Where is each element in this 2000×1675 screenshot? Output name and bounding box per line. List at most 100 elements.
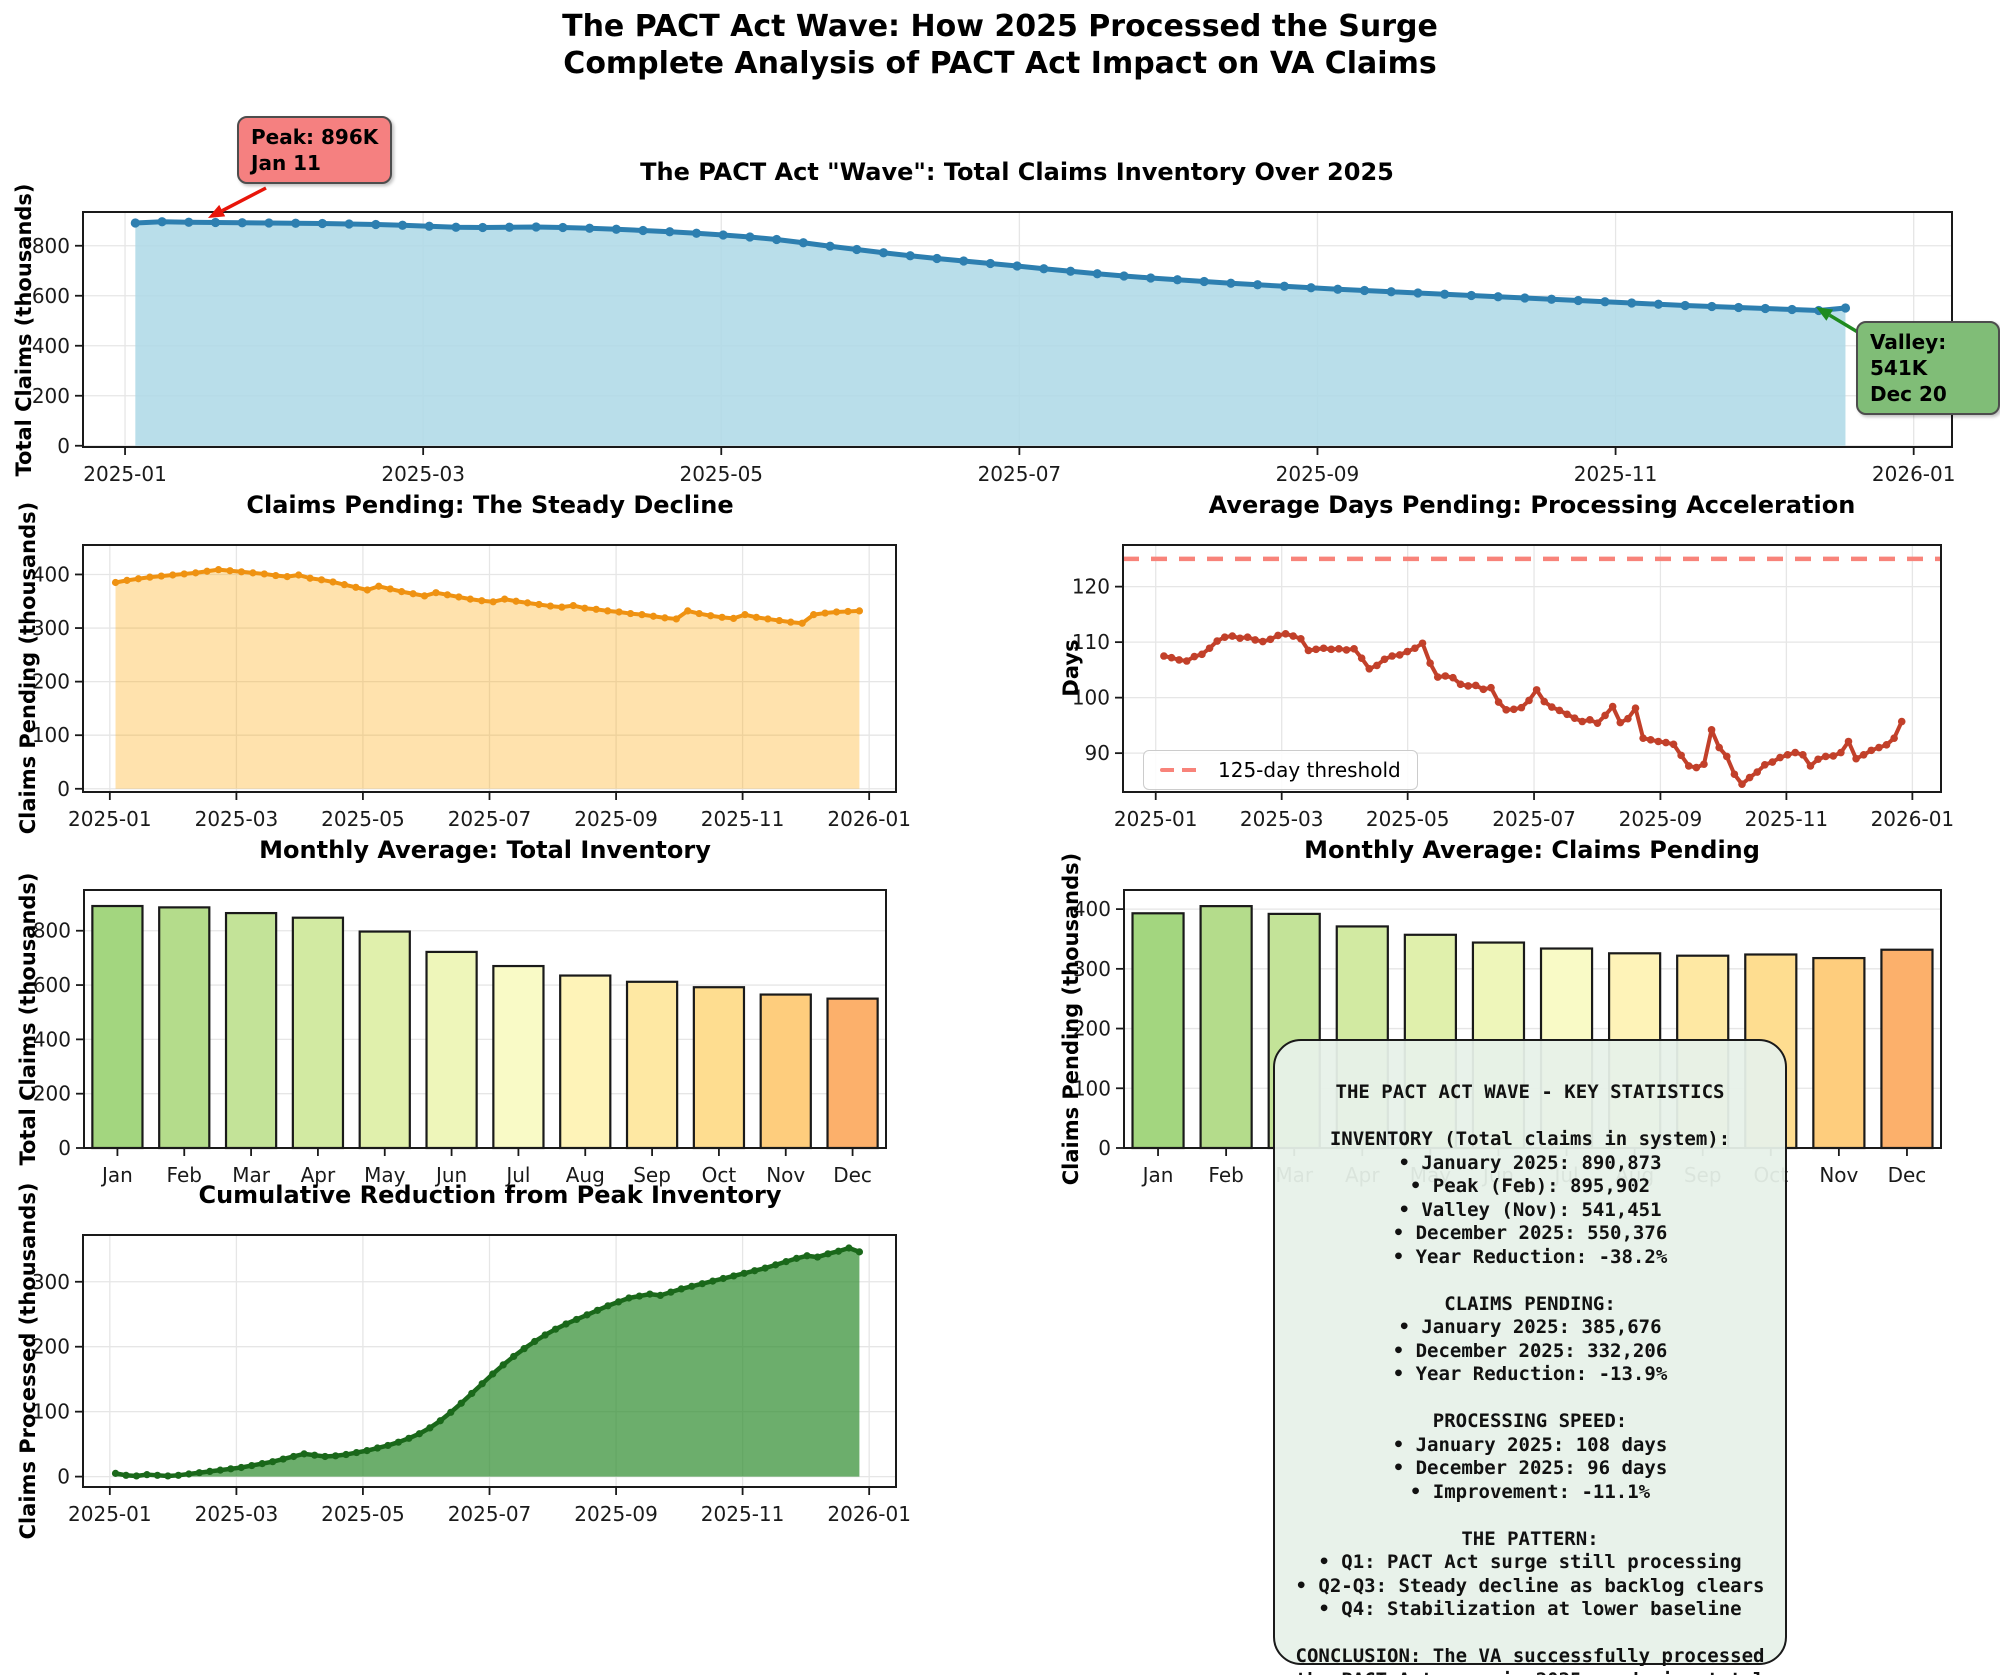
dashed-line-icon: [1160, 767, 1204, 773]
svg-text:May: May: [364, 1163, 406, 1187]
bar-oct: [692, 986, 746, 1150]
chart-title-days-pending: Average Days Pending: Processing Acceler…: [1208, 491, 1856, 519]
peak-annotation-line1: Peak: 896K: [251, 125, 379, 149]
svg-text:2025-11: 2025-11: [1574, 462, 1658, 486]
svg-text:2025-11: 2025-11: [701, 807, 785, 831]
svg-text:2025-07: 2025-07: [448, 807, 532, 831]
valley-annotation-line1: Valley: 541K: [1870, 330, 1947, 380]
chart-title-monthly-pending: Monthly Average: Claims Pending: [1304, 836, 1760, 864]
svg-text:2025-05: 2025-05: [321, 1502, 405, 1526]
svg-text:2025-09: 2025-09: [1619, 807, 1703, 831]
svg-text:400: 400: [1073, 897, 1111, 921]
chart-title-inventory-wave: The PACT Act "Wave": Total Claims Invent…: [640, 158, 1394, 186]
svg-text:2025-09: 2025-09: [574, 807, 658, 831]
chart-days_pending: 2025-01 2025-03 2025-05 2025-07 2025-09 2025-…: [1072, 544, 1955, 831]
svg-text:2026-01: 2026-01: [1871, 807, 1955, 831]
svg-text:400: 400: [32, 334, 70, 358]
svg-text:Jun: Jun: [434, 1163, 467, 1187]
svg-text:Mar: Mar: [232, 1163, 271, 1187]
svg-text:2025-09: 2025-09: [574, 1502, 658, 1526]
bar-jan: [91, 904, 144, 1150]
svg-text:Nov: Nov: [1819, 1163, 1858, 1187]
svg-text:400: 400: [33, 1027, 71, 1051]
svg-text:2025-09: 2025-09: [1276, 462, 1360, 486]
bar-mar: [224, 911, 278, 1150]
svg-text:Dec: Dec: [833, 1163, 872, 1187]
svg-text:Sep: Sep: [633, 1163, 671, 1187]
bar-sep: [625, 980, 679, 1150]
svg-text:Jan: Jan: [100, 1163, 133, 1187]
chart-pending_decline: 2025-01 2025-03 2025-05 2025-07 2025-09 2025-…: [32, 544, 911, 831]
svg-text:300: 300: [1073, 957, 1111, 981]
svg-text:300: 300: [32, 616, 70, 640]
ylabel-monthly-pending: Claims Pending (thousands): [1059, 852, 1083, 1186]
svg-text:2025-03: 2025-03: [381, 462, 465, 486]
chart-inventory_wave: 2025-01 2025-03 2025-05 2025-07 2025-09 2025-…: [32, 211, 1956, 486]
chart-monthly_inventory: Jan Feb Mar Apr May Jun Jul Aug Sep Oct Nov Dec 0 200…: [33, 889, 887, 1187]
peak-annotation: Peak: 896K Jan 11: [237, 116, 393, 184]
svg-text:Jul: Jul: [504, 1163, 530, 1187]
svg-text:2026-01: 2026-01: [1872, 462, 1956, 486]
ylabel-cumulative-reduction: Claims Processed (thousands): [16, 1182, 40, 1540]
svg-text:200: 200: [33, 1082, 71, 1106]
bar-jul: [492, 964, 545, 1150]
svg-text:2025-07: 2025-07: [978, 462, 1062, 486]
chart-title-monthly-inventory: Monthly Average: Total Inventory: [259, 836, 711, 864]
svg-text:2025-01: 2025-01: [68, 807, 152, 831]
svg-text:2025-01: 2025-01: [1114, 807, 1198, 831]
chart-title-pending-decline: Claims Pending: The Steady Decline: [246, 491, 734, 519]
main-title-line2: Complete Analysis of PACT Act Impact on …: [563, 46, 1437, 81]
chart-cumulative_reduction: 2025-01 2025-03 2025-05 2025-07 2025-09 2025-…: [32, 1234, 911, 1526]
svg-text:2025-07: 2025-07: [448, 1502, 532, 1526]
bar-jan: [1131, 912, 1185, 1150]
bar-apr: [291, 916, 345, 1150]
bar-may: [358, 930, 411, 1150]
svg-text:2025-05: 2025-05: [1366, 807, 1450, 831]
svg-text:Apr: Apr: [301, 1163, 336, 1187]
bar-nov: [1812, 956, 1866, 1150]
svg-text:2025-03: 2025-03: [195, 807, 279, 831]
svg-text:Oct: Oct: [702, 1163, 737, 1187]
svg-text:600: 600: [33, 973, 71, 997]
svg-text:200: 200: [32, 670, 70, 694]
valley-annotation: Valley: 541K Dec 20: [1856, 321, 2000, 415]
svg-text:2026-01: 2026-01: [827, 807, 911, 831]
svg-text:2025-03: 2025-03: [1240, 807, 1324, 831]
svg-text:0: 0: [1098, 1136, 1111, 1160]
svg-text:Aug: Aug: [566, 1163, 605, 1187]
svg-text:2026-01: 2026-01: [827, 1502, 911, 1526]
bar-dec: [826, 997, 879, 1150]
svg-text:110: 110: [1072, 630, 1110, 654]
bar-dec: [1880, 948, 1934, 1150]
bar-feb: [1199, 905, 1253, 1150]
svg-text:800: 800: [32, 234, 70, 258]
svg-text:100: 100: [1072, 686, 1110, 710]
svg-text:0: 0: [58, 1136, 71, 1160]
chart-title-cumulative-reduction: Cumulative Reduction from Peak Inventory: [198, 1181, 782, 1209]
svg-text:120: 120: [1072, 575, 1110, 599]
svg-text:2025-05: 2025-05: [321, 807, 405, 831]
valley-annotation-line2: Dec 20: [1870, 382, 1947, 406]
svg-text:100: 100: [32, 1400, 70, 1424]
threshold-legend: 125-day threshold: [1143, 750, 1418, 790]
main-title: The PACT Act Wave: How 2025 Processed th…: [0, 8, 2000, 82]
stats-box-text: THE PACT ACT WAVE - KEY STATISTICS INVEN…: [1295, 1081, 1765, 1675]
svg-text:200: 200: [32, 384, 70, 408]
svg-text:100: 100: [1073, 1076, 1111, 1100]
svg-text:0: 0: [57, 434, 70, 458]
bar-nov: [759, 993, 812, 1150]
svg-text:0: 0: [57, 777, 70, 801]
svg-text:Feb: Feb: [167, 1163, 202, 1187]
svg-text:200: 200: [32, 1335, 70, 1359]
svg-text:2025-11: 2025-11: [701, 1502, 785, 1526]
svg-text:2025-01: 2025-01: [68, 1502, 152, 1526]
threshold-legend-label: 125-day threshold: [1218, 758, 1401, 782]
bar-aug: [559, 974, 612, 1150]
svg-text:2025-01: 2025-01: [83, 462, 167, 486]
svg-text:0: 0: [57, 1465, 70, 1489]
svg-text:90: 90: [1085, 741, 1110, 765]
svg-text:Jan: Jan: [1141, 1163, 1174, 1187]
svg-text:Dec: Dec: [1888, 1163, 1927, 1187]
